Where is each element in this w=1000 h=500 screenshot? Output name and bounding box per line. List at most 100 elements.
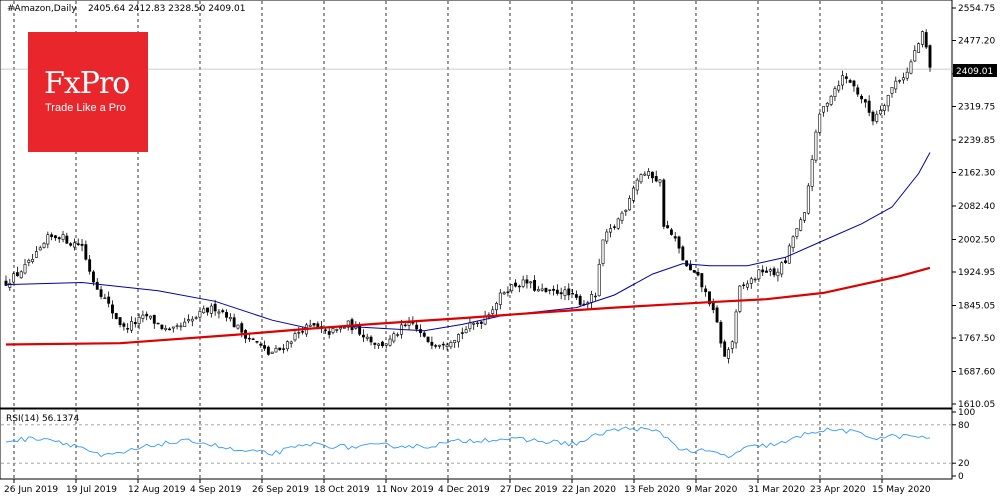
candle-body bbox=[145, 313, 149, 317]
candle-body bbox=[323, 329, 327, 331]
candle-body bbox=[879, 109, 883, 115]
candle-body bbox=[643, 173, 647, 176]
candle-body bbox=[662, 179, 666, 227]
candle-body bbox=[453, 340, 457, 344]
candle-body bbox=[860, 95, 863, 100]
candle-body bbox=[689, 264, 692, 271]
candle-body bbox=[377, 343, 381, 346]
candle-body bbox=[742, 284, 746, 287]
candle-body bbox=[521, 279, 525, 287]
candle-body bbox=[346, 320, 350, 328]
candle-body bbox=[502, 292, 506, 295]
candle-body bbox=[479, 321, 483, 324]
last-price-box bbox=[953, 64, 997, 77]
candle-body bbox=[247, 337, 251, 340]
candle-body bbox=[407, 322, 411, 326]
y-tick-label: 2002.50 bbox=[958, 235, 995, 245]
candle-body bbox=[160, 324, 164, 330]
candle-body bbox=[806, 185, 810, 214]
candle-body bbox=[780, 262, 784, 275]
x-tick-label: 4 Sep 2019 bbox=[190, 485, 242, 495]
candle-body bbox=[251, 338, 255, 340]
candle-body bbox=[514, 282, 517, 287]
logo-tagline: Trade Like a Pro bbox=[45, 102, 126, 114]
candle-body bbox=[476, 322, 479, 325]
candle-body bbox=[301, 331, 305, 333]
candle-body bbox=[529, 281, 533, 284]
candle-body bbox=[198, 311, 202, 318]
candle-body bbox=[708, 291, 711, 305]
candle-body bbox=[635, 179, 639, 191]
candle-body bbox=[460, 332, 464, 334]
candle-body bbox=[168, 328, 171, 331]
candle-body bbox=[73, 242, 76, 248]
candle-body bbox=[856, 87, 860, 95]
candle-body bbox=[12, 273, 16, 283]
x-tick-label: 12 Aug 2019 bbox=[128, 485, 186, 495]
y-tick-label: 1610.05 bbox=[958, 400, 995, 410]
candle-body bbox=[822, 106, 825, 113]
candle-body bbox=[4, 280, 8, 286]
candle-body bbox=[137, 316, 141, 324]
candle-body bbox=[491, 309, 495, 314]
candle-body bbox=[179, 325, 183, 328]
candle-body bbox=[723, 341, 727, 357]
candle-body bbox=[772, 268, 776, 276]
candle-body bbox=[536, 289, 540, 292]
candle-body bbox=[164, 327, 168, 330]
candle-body bbox=[833, 88, 837, 97]
candle-body bbox=[384, 343, 388, 346]
rsi-y-tick-label: 0 bbox=[958, 472, 964, 482]
candle-body bbox=[141, 314, 145, 319]
fxpro-logo: FxPro Trade Like a Pro bbox=[28, 32, 148, 152]
candle-body bbox=[358, 324, 362, 335]
candle-body bbox=[57, 237, 61, 240]
rsi-y-tick-label: 80 bbox=[958, 421, 970, 431]
candle-body bbox=[559, 292, 563, 295]
candle-body bbox=[563, 289, 567, 296]
candle-body bbox=[704, 288, 708, 293]
candle-body bbox=[50, 234, 54, 237]
candle-body bbox=[312, 323, 316, 326]
candle-body bbox=[863, 99, 867, 103]
candle-body bbox=[308, 324, 312, 327]
candle-body bbox=[23, 264, 27, 274]
candle-body bbox=[472, 322, 476, 325]
candle-body bbox=[909, 61, 913, 74]
candle-body bbox=[464, 329, 468, 333]
candle-body bbox=[574, 294, 578, 298]
candle-body bbox=[365, 336, 369, 339]
candle-body bbox=[673, 236, 677, 239]
candle-body bbox=[76, 243, 80, 246]
candle-body bbox=[206, 307, 209, 313]
chart-title: #Amazon,Daily bbox=[7, 4, 77, 14]
candle-body bbox=[841, 75, 844, 86]
candle-body bbox=[658, 179, 662, 183]
y-tick-label: 2319.75 bbox=[958, 103, 995, 113]
candle-body bbox=[894, 80, 898, 90]
candle-body bbox=[498, 292, 502, 305]
candle-body bbox=[27, 260, 31, 263]
candle-body bbox=[221, 310, 225, 313]
candle-body bbox=[259, 343, 263, 346]
x-tick-label: 31 Mar 2020 bbox=[748, 485, 805, 495]
candle-body bbox=[875, 113, 879, 122]
candle-body bbox=[38, 247, 42, 251]
candle-body bbox=[236, 324, 240, 329]
candle-body bbox=[890, 87, 894, 94]
candle-body bbox=[848, 80, 852, 83]
candle-body bbox=[533, 280, 536, 291]
candle-body bbox=[88, 259, 92, 272]
candle-body bbox=[339, 327, 343, 330]
candle-body bbox=[381, 341, 384, 347]
ohlc-readout: 2405.64 2412.83 2328.50 2409.01 bbox=[88, 4, 245, 14]
candle-body bbox=[415, 324, 419, 330]
candle-body bbox=[898, 80, 902, 82]
candle-body bbox=[190, 318, 194, 322]
rsi-title: RSI(14) 56.1374 bbox=[6, 414, 79, 424]
candle-body bbox=[829, 95, 833, 105]
candle-body bbox=[506, 291, 510, 293]
candle-body bbox=[757, 269, 761, 280]
candle-body bbox=[867, 100, 871, 113]
candle-body bbox=[620, 212, 624, 221]
